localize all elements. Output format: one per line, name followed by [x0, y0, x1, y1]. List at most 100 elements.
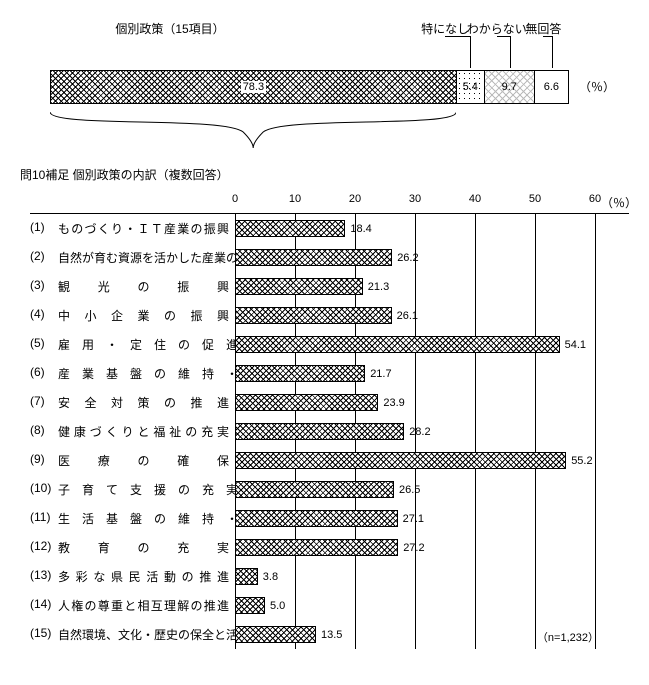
x-tick: 40 [469, 193, 481, 205]
x-tick: 50 [529, 193, 541, 205]
horizontal-chart: 0102030405060 （％） (1)ものづくり・ＩＴ産業の振興18.4(2… [30, 189, 629, 649]
bar-area: 26.2 [235, 243, 595, 272]
bar-row: (10)子 育 て 支 援 の 充 実26.5 [30, 475, 629, 504]
row-text: 教 育 の 充 実 [58, 539, 229, 556]
bar-row: (5)雇 用 ・ 定 住 の 促 進 54.1 [30, 330, 629, 359]
x-tick: 30 [409, 193, 421, 205]
stacked-label: 特になし [421, 20, 469, 37]
bar-row: (8)健康づくりと福祉の充実 28.2 [30, 417, 629, 446]
bar-row: (2)自然が育む資源を活かした産業の振興 26.2 [30, 243, 629, 272]
bar-value: 5.0 [267, 597, 285, 614]
bar-area: 26.5 [235, 475, 595, 504]
stacked-labels: 個別政策（15項目）特になしわからない無回答 [50, 20, 569, 70]
breakdown-title: 問10補足 個別政策の内訳（複数回答） [20, 166, 629, 183]
row-label: (6)産 業 基 盤 の 維 持 ・ 整 備 [30, 365, 235, 382]
row-label: (11)生 活 基 盤 の 維 持 ・ 確 保 [30, 510, 235, 527]
stacked-bar-section: 個別政策（15項目）特になしわからない無回答 78.35.49.76.6 （％） [50, 20, 569, 158]
row-number: (3) [30, 278, 58, 295]
bar-value: 27.2 [400, 539, 424, 556]
row-number: (4) [30, 307, 58, 324]
bar-area: 21.3 [235, 272, 595, 301]
bar [235, 249, 392, 266]
bar-area: 5.0 [235, 591, 595, 620]
row-label: (13)多彩な県民活動の推進 [30, 568, 235, 585]
row-number: (2) [30, 249, 58, 266]
row-text: 安 全 対 策 の 推 進 [58, 394, 229, 411]
stacked-label: わからない [467, 20, 527, 37]
bar-row: (12)教 育 の 充 実 27.2 [30, 533, 629, 562]
stacked-bar: 78.3 5.4 9.7 6.6 [50, 70, 569, 104]
bar-value: 21.7 [367, 365, 391, 382]
bar-area: 23.9 [235, 388, 595, 417]
row-text: 医 療 の 確 保 [58, 452, 229, 469]
bar [235, 220, 345, 237]
bar-area: 54.1 [235, 330, 595, 359]
bar-value: 23.9 [380, 394, 404, 411]
bar-value: 3.8 [260, 568, 278, 585]
x-tick: 20 [349, 193, 361, 205]
bar [235, 510, 398, 527]
row-number: (15) [30, 626, 58, 643]
row-text: 自然環境、文化・歴史の保全と活用 [58, 626, 250, 643]
bar-row: (9)医 療 の 確 保 55.2 [30, 446, 629, 475]
row-label: (8)健康づくりと福祉の充実 [30, 423, 235, 440]
breakdown-unit: （％） [601, 194, 637, 211]
x-tick: 10 [289, 193, 301, 205]
n-note: （n=1,232） [537, 629, 599, 645]
bar-area: 55.2 [235, 446, 595, 475]
stacked-label: 個別政策（15項目） [115, 20, 224, 37]
row-number: (7) [30, 394, 58, 411]
bar-value: 28.2 [406, 423, 430, 440]
bar-value: 27.1 [400, 510, 424, 527]
brace [50, 108, 569, 158]
row-label: (15)自然環境、文化・歴史の保全と活用 [30, 626, 235, 643]
stacked-value: 9.7 [502, 81, 517, 93]
row-label: (12)教 育 の 充 実 [30, 539, 235, 556]
bar [235, 626, 316, 643]
bar-area: 3.8 [235, 562, 595, 591]
stacked-segment: 5.4 [456, 71, 484, 103]
row-text: 人権の尊重と相互理解の推進 [58, 597, 229, 614]
row-number: (5) [30, 336, 58, 353]
row-number: (8) [30, 423, 58, 440]
stacked-segment: 78.3 [51, 71, 456, 103]
x-tick: 60 [589, 193, 601, 205]
row-text: ものづくり・ＩＴ産業の振興 [58, 220, 229, 237]
bar-row: (11)生 活 基 盤 の 維 持 ・ 確 保 27.1 [30, 504, 629, 533]
x-tick: 0 [232, 193, 238, 205]
bar [235, 336, 560, 353]
bar-area: 27.1 [235, 504, 595, 533]
bar-value: 26.2 [394, 249, 418, 266]
row-label: (9)医 療 の 確 保 [30, 452, 235, 469]
bar-row: (14)人権の尊重と相互理解の推進5.0 [30, 591, 629, 620]
bar-row: (7)安 全 対 策 の 推 進 23.9 [30, 388, 629, 417]
bar-row: (13)多彩な県民活動の推進 3.8 [30, 562, 629, 591]
bar [235, 452, 566, 469]
row-number: (13) [30, 568, 58, 585]
stacked-segment: 6.6 [534, 71, 568, 103]
brace-svg [50, 108, 456, 158]
row-number: (10) [30, 481, 58, 498]
row-number: (12) [30, 539, 58, 556]
bar-area: 21.7 [235, 359, 595, 388]
stacked-segment: 9.7 [484, 71, 534, 103]
bar-area: 26.1 [235, 301, 595, 330]
row-text: 自然が育む資源を活かした産業の振興 [58, 249, 262, 266]
rows: （％） (1)ものづくり・ＩＴ産業の振興18.4(2)自然が育む資源を活かした産… [30, 213, 629, 649]
row-text: 多彩な県民活動の推進 [58, 568, 229, 585]
row-label: (1)ものづくり・ＩＴ産業の振興 [30, 220, 235, 237]
bar [235, 539, 398, 556]
bar-area: 28.2 [235, 417, 595, 446]
bar-row: (3)観 光 の 振 興21.3 [30, 272, 629, 301]
x-axis: 0102030405060 [235, 189, 595, 213]
bar [235, 481, 394, 498]
row-text: 雇 用 ・ 定 住 の 促 進 [58, 336, 238, 353]
stacked-unit: （％） [579, 78, 615, 95]
bar-row: (1)ものづくり・ＩＴ産業の振興 18.4 [30, 214, 629, 243]
bar-value: 18.4 [347, 220, 371, 237]
bar-value: 54.1 [562, 336, 586, 353]
bar-value: 55.2 [568, 452, 592, 469]
stacked-value: 78.3 [241, 81, 266, 93]
bar [235, 307, 392, 324]
row-text: 子 育 て 支 援 の 充 実 [58, 481, 238, 498]
